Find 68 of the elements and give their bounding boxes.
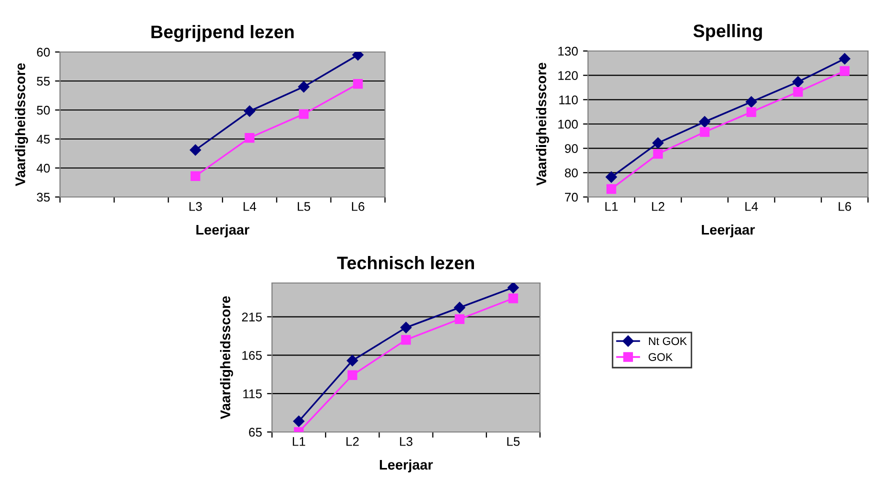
point: [454, 302, 466, 314]
x-tick-label: L1: [605, 202, 618, 211]
y-tick-label: 45: [36, 134, 50, 144]
x-tick-label: L6: [838, 202, 852, 211]
chart-title: Spelling: [693, 24, 762, 41]
y-tick-label: 130: [558, 46, 578, 56]
point: [298, 81, 310, 92]
point: [401, 334, 411, 345]
point: [606, 184, 616, 194]
point: [293, 416, 304, 427]
point: [652, 137, 664, 149]
point: [606, 171, 617, 183]
x-tick-label: L5: [507, 437, 520, 446]
y-tick-label: 110: [559, 95, 578, 104]
x-tick-label: L4: [244, 202, 256, 211]
y-tick-label: 115: [243, 390, 262, 398]
y-tick-label: 40: [36, 164, 50, 173]
point: [244, 106, 256, 117]
y-axis-title: Vaardigheidsscore: [15, 63, 28, 186]
x-axis-title: Leerjaar: [196, 224, 250, 238]
x-axis-title: Leerjaar: [380, 459, 433, 472]
point: [508, 283, 519, 294]
point: [746, 107, 756, 117]
point: [840, 66, 850, 76]
y-tick-label: 165: [242, 350, 262, 360]
point: [653, 149, 663, 159]
y-tick-label: 120: [558, 71, 578, 80]
point: [190, 144, 202, 156]
y-tick-label: 100: [558, 120, 578, 129]
y-tick-label: 215: [242, 312, 262, 322]
y-tick-label: 70: [565, 192, 578, 202]
chart-title: Begrijpend lezen: [151, 25, 294, 42]
point: [400, 322, 412, 334]
y-axis-title: Vaardigheidsscore: [220, 296, 234, 420]
point: [508, 294, 518, 304]
y-axis-title: Vaardigheidsscore: [536, 62, 550, 186]
y-tick-label: 80: [564, 168, 578, 178]
y-tick-label: 90: [564, 144, 578, 153]
y-tick-label: 50: [36, 106, 50, 115]
x-axis-title: Leerjaar: [702, 224, 755, 238]
point: [746, 96, 757, 108]
x-tick-label: L1: [292, 437, 306, 446]
x-tick-label: L3: [400, 437, 412, 446]
point: [190, 171, 200, 181]
point: [353, 79, 363, 89]
point: [346, 354, 358, 366]
x-tick-label: L6: [352, 202, 364, 211]
point: [699, 116, 710, 128]
legend-label: Nt GOK: [649, 337, 687, 346]
point: [244, 132, 254, 143]
point: [454, 314, 464, 324]
point: [700, 127, 710, 137]
y-tick-label: 60: [37, 48, 50, 57]
point: [792, 76, 804, 88]
y-tick-label: 35: [36, 192, 50, 202]
x-tick-label: L2: [346, 437, 359, 446]
chart-title: Technisch lezen: [337, 256, 474, 270]
point: [348, 370, 358, 380]
x-tick-label: L3: [189, 202, 202, 211]
y-tick-label: 65: [249, 428, 262, 437]
point: [793, 87, 803, 97]
x-tick-label: L4: [745, 202, 758, 211]
legend-label: GOK: [648, 353, 673, 361]
x-tick-label: L2: [652, 202, 664, 211]
y-tick-label: 55: [36, 76, 50, 86]
x-tick-label: L5: [298, 202, 310, 211]
point: [839, 53, 850, 64]
point: [298, 109, 309, 119]
